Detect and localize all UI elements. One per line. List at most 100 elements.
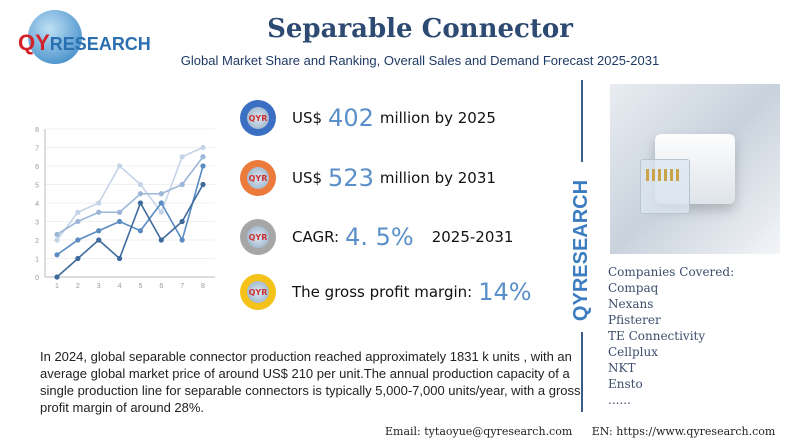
- stat-value: 14%: [478, 278, 532, 306]
- x-tick-label: 6: [159, 283, 163, 290]
- data-point: [75, 237, 81, 243]
- data-point: [54, 231, 60, 238]
- y-tick-label: 6: [35, 164, 39, 171]
- summary-paragraph: In 2024, global separable connector prod…: [40, 349, 581, 415]
- series-line: [56, 184, 204, 278]
- data-point: [96, 237, 102, 243]
- stat-value: 523: [328, 164, 374, 192]
- data-point: [54, 237, 60, 243]
- stat-suffix: million by 2025: [379, 109, 496, 127]
- y-tick-label: 2: [35, 238, 39, 245]
- y-tick-label: 4: [35, 201, 39, 208]
- company-item: Ensto: [608, 377, 643, 391]
- x-tick-label: 8: [201, 283, 205, 290]
- data-point: [158, 237, 164, 243]
- company-item: Cellplux: [608, 345, 658, 359]
- data-point: [54, 252, 60, 258]
- logo-text-qy: QY: [18, 30, 50, 55]
- company-item: TE Connectivity: [608, 329, 706, 343]
- divider-line: [581, 80, 583, 162]
- stat-value: 4. 5%: [345, 223, 414, 251]
- companies-heading: Companies Covered:: [608, 265, 735, 279]
- badge-label: QYR: [247, 167, 269, 189]
- series-line: [56, 165, 204, 256]
- x-tick-label: 1: [55, 283, 59, 290]
- x-tick-label: 2: [76, 283, 80, 290]
- y-tick-label: 7: [35, 146, 39, 153]
- footer: Email: tytaoyue@qyresearch.com EN: https…: [385, 425, 775, 438]
- data-point: [137, 191, 144, 197]
- qyresearch-logo: QYRESEARCH: [18, 10, 151, 68]
- stat-prefix: The gross profit margin:: [292, 283, 473, 301]
- y-tick-label: 3: [35, 220, 39, 227]
- data-point: [137, 200, 144, 206]
- data-point: [137, 228, 144, 234]
- x-tick-label: 7: [180, 283, 184, 290]
- logo-text-research: RESEARCH: [49, 34, 151, 54]
- badge-label: QYR: [247, 226, 269, 248]
- page-title: Separable Connector: [267, 14, 573, 44]
- footer-website[interactable]: EN: https://www.qyresearch.com: [591, 425, 776, 438]
- data-point: [96, 209, 102, 215]
- data-point: [179, 237, 185, 243]
- x-tick-label: 5: [138, 283, 142, 290]
- badge-label: QYR: [247, 107, 269, 129]
- side-brand: QYRESEARCH: [566, 170, 598, 330]
- stat-suffix: million by 2031: [379, 169, 496, 187]
- company-item: Pfisterer: [608, 313, 661, 327]
- data-point: [75, 209, 81, 215]
- data-point: [158, 191, 164, 197]
- company-item: Compaq: [608, 281, 659, 295]
- data-point: [96, 228, 102, 234]
- data-point: [116, 255, 123, 262]
- series-line: [56, 146, 204, 241]
- data-point: [158, 200, 164, 206]
- series-line: [56, 156, 204, 236]
- y-tick-label: 5: [35, 183, 39, 190]
- data-point: [179, 218, 185, 225]
- connector-photo: [610, 84, 780, 254]
- stat-market-2031: QYR US$ 523 million by 2031: [240, 160, 496, 196]
- divider-line: [581, 332, 583, 412]
- x-tick-label: 4: [118, 283, 122, 290]
- data-point: [116, 163, 123, 169]
- data-point: [200, 181, 206, 188]
- stat-prefix: CAGR:: [292, 228, 340, 246]
- qyr-badge-icon: QYR: [240, 219, 276, 255]
- side-brand-text: QYRESEARCH: [570, 179, 593, 321]
- companies-list: Companies Covered: Compaq Nexans Pfister…: [608, 264, 734, 408]
- company-item: Nexans: [608, 297, 654, 311]
- stat-market-2025: QYR US$ 402 million by 2025: [240, 100, 496, 136]
- data-point: [158, 209, 164, 215]
- data-point: [179, 154, 185, 160]
- line-chart: 0 1 2 3 4 5 6 7 8 1 2 3 4 5 6 7 8: [35, 127, 215, 290]
- qyr-badge-icon: QYR: [240, 160, 276, 196]
- qyr-badge-icon: QYR: [240, 274, 276, 310]
- footer-email[interactable]: Email: tytaoyue@qyresearch.com: [385, 425, 573, 438]
- data-point: [75, 218, 81, 225]
- data-point: [137, 181, 144, 188]
- y-tick-label: 1: [35, 257, 39, 264]
- data-point: [200, 144, 206, 151]
- stat-gross-margin: QYR The gross profit margin: 14%: [240, 274, 538, 310]
- data-point: [200, 163, 206, 169]
- y-tick-label: 0: [35, 275, 39, 282]
- data-point: [116, 209, 123, 215]
- globe-icon: [28, 10, 82, 64]
- y-tick-label: 8: [35, 127, 39, 134]
- data-point: [75, 255, 81, 262]
- stat-cagr: QYR CAGR: 4. 5% 2025-2031: [240, 219, 513, 255]
- stat-value: 402: [328, 104, 374, 132]
- data-point: [116, 218, 123, 225]
- qyr-badge-icon: QYR: [240, 100, 276, 136]
- stat-suffix: 2025-2031: [431, 228, 514, 246]
- data-point: [179, 181, 185, 188]
- data-point: [54, 274, 60, 280]
- company-item: ......: [608, 393, 631, 407]
- stat-prefix: US$: [292, 169, 323, 187]
- data-point: [200, 154, 206, 160]
- x-tick-label: 3: [97, 283, 101, 290]
- company-item: NKT: [608, 361, 636, 375]
- stat-prefix: US$: [292, 109, 323, 127]
- badge-label: QYR: [247, 281, 269, 303]
